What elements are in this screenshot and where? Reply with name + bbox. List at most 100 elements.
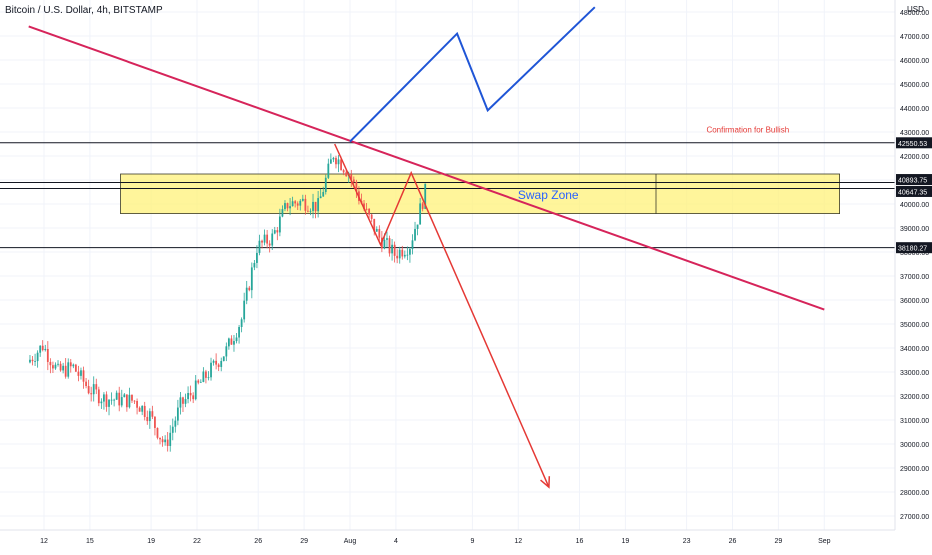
candle-body [108,399,110,407]
candle-body [123,394,126,398]
candle-body [352,179,355,182]
swap-zone-rect [120,173,840,214]
candle-body [294,201,297,204]
candle-body [29,359,31,363]
price-tick-label: 34000.00 [900,346,929,353]
candle-body [174,420,177,427]
price-tick-label: 37000.00 [900,274,929,281]
candle-body [266,234,269,244]
candle-body [138,407,141,412]
candle-body [39,345,42,353]
candle-body [350,174,353,180]
candle-body [245,287,248,301]
candle-body [332,157,335,160]
candle-body [205,371,207,378]
price-tick-label: 46000.00 [900,58,929,65]
candle-body [133,400,136,402]
candle-body [131,394,133,401]
price-badge-label: 40893.75 [898,178,927,185]
candle-body [225,346,228,357]
price-tick-label: 40000.00 [900,202,929,209]
candle-body [207,377,210,379]
candle-body [202,371,205,382]
candle-body [187,392,189,400]
candle-body [388,238,391,254]
price-tick-label: 48000.00 [900,10,929,17]
confirmation-label: Confirmation for Bullish [706,126,789,135]
candle-body [319,196,322,199]
candle-body [309,210,312,212]
candle-body [77,371,80,376]
candle-body [151,411,154,417]
candle-body [197,380,200,383]
price-axis-background [895,0,932,550]
candle-body [314,201,317,212]
price-tick-label: 29000.00 [900,466,929,473]
price-badge-label: 40647.35 [898,189,927,196]
candle-body [64,365,67,377]
price-tick-label: 43000.00 [900,130,929,137]
candle-body [222,356,225,361]
candle-body [324,177,327,192]
grid-lines [0,0,895,530]
candle-body [215,360,218,365]
price-tick-label: 27000.00 [900,514,929,521]
candle-body [199,381,202,383]
candle-body [263,234,266,243]
price-badge-label: 38180.27 [898,246,927,253]
candle-body [296,203,299,206]
candle-body [373,218,376,232]
candle-body [240,319,243,328]
candle-body [342,170,345,173]
candle-body [363,203,365,209]
candle-body [250,267,253,291]
candle-body [248,287,251,291]
price-tick-label: 33000.00 [900,370,929,377]
price-tick-label: 39000.00 [900,226,929,233]
candle-body [166,439,169,446]
time-tick-label: 16 [576,538,584,545]
candle-body [409,249,411,255]
candle-body [416,224,419,229]
candle-body [253,262,256,268]
candle-body [171,426,174,433]
candle-body [100,401,103,404]
time-tick-label: Sep [818,538,831,545]
candle-body [82,370,85,382]
candle-body [36,352,39,362]
candle-body [299,200,302,206]
time-tick-label: 29 [300,538,308,545]
candle-body [95,384,98,390]
price-tick-label: 38000.00 [900,250,929,257]
candle-body [44,348,47,351]
candle-body [189,392,192,396]
time-tick-label: 15 [86,538,94,545]
candle-body [159,437,161,440]
candle-body [403,254,406,257]
candle-body [184,399,187,404]
candle-body [110,399,113,401]
candle-body [192,395,195,400]
candle-body [67,362,70,377]
candle-body [136,400,138,408]
candle-body [34,361,36,362]
candle-body [176,407,179,421]
candle-body [235,337,238,342]
candle-body [304,198,307,211]
candle-body [281,209,284,217]
price-tick-label: 47000.00 [900,34,929,41]
candle-body [62,365,65,371]
candle-body [322,191,325,197]
candle-body [120,397,123,406]
candle-body [69,362,72,367]
candle-body [125,394,128,408]
price-badge [896,185,932,197]
candle-body [230,338,233,345]
candle-body [421,203,424,209]
candle-body [143,405,146,417]
candle-body [340,159,342,171]
candle-body [128,394,131,408]
candle-body [329,159,332,164]
